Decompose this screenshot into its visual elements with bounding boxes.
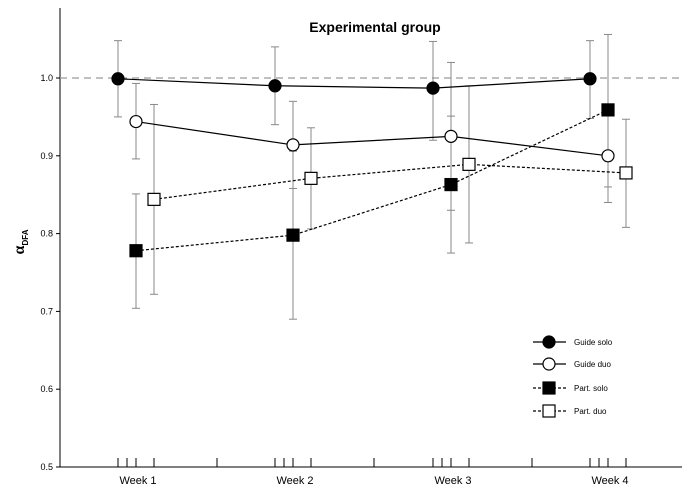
legend-marker xyxy=(542,335,556,349)
data-point-square xyxy=(444,177,458,192)
legend-marker xyxy=(542,357,556,371)
data-point-circle xyxy=(444,129,458,143)
data-point-square xyxy=(304,171,318,185)
data-point-circle xyxy=(286,138,300,152)
x-category-label: Week 3 xyxy=(434,475,471,486)
series-markers xyxy=(111,72,633,258)
series-lines xyxy=(117,78,627,252)
svg-text:αDFA: αDFA xyxy=(11,229,30,254)
y-tick-label: 0.8 xyxy=(40,229,53,239)
y-axis-label-sub: DFA xyxy=(21,229,30,245)
legend-marker xyxy=(542,381,556,395)
x-category-label: Week 4 xyxy=(591,475,628,486)
series-line xyxy=(135,109,609,252)
data-point-circle xyxy=(601,149,615,163)
data-point-square xyxy=(619,166,633,180)
series-line xyxy=(135,120,609,157)
data-point-circle xyxy=(111,72,125,86)
data-point-circle xyxy=(129,114,143,129)
x-category-label: Week 2 xyxy=(276,475,313,486)
axes: 0.5 0.6 0.7 0.8 0.9 1.0 Week 1 Week 2 Week 3 Week… xyxy=(40,8,682,486)
data-point-circle xyxy=(583,72,597,86)
series-line xyxy=(153,163,627,200)
data-point-circle xyxy=(268,79,282,93)
data-point-square xyxy=(147,192,161,206)
y-tick-label: 0.6 xyxy=(40,384,53,394)
y-tick-label: 0.9 xyxy=(40,151,53,161)
legend-label: Guide duo xyxy=(574,360,611,369)
chart-title: Experimental group xyxy=(309,19,440,35)
error-bars xyxy=(114,33,630,320)
y-axis-label: αDFA xyxy=(11,229,30,254)
legend-marker xyxy=(542,404,556,418)
data-point-square xyxy=(462,157,476,171)
y-tick-label: 0.5 xyxy=(40,462,53,472)
legend-label: Part. solo xyxy=(574,384,608,393)
data-point-square xyxy=(129,244,143,258)
data-point-square xyxy=(601,103,615,117)
legend-label: Part. duo xyxy=(574,407,607,416)
y-axis-label-main: α xyxy=(11,245,28,254)
legend-label: Guide solo xyxy=(574,338,613,347)
y-tick-label: 0.7 xyxy=(40,306,53,316)
legend: Guide solo Guide duo Part. solo Part. duo xyxy=(533,335,613,418)
y-tick-label: 1.0 xyxy=(40,73,53,83)
data-point-circle xyxy=(426,81,440,95)
x-category-label: Week 1 xyxy=(119,475,156,486)
data-point-square xyxy=(286,228,300,242)
series-line xyxy=(117,78,591,89)
